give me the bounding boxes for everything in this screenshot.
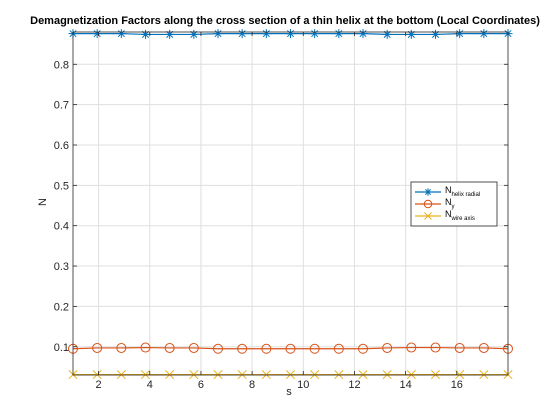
data-point-circle — [382, 342, 393, 353]
x-tick-label: 14 — [400, 379, 412, 391]
chart-title: Demagnetization Factors along the cross … — [30, 15, 540, 27]
x-tick-label: 2 — [96, 379, 102, 391]
data-point-x — [358, 370, 368, 380]
legend-label: Nhelix radial — [445, 185, 480, 198]
data-point-circle — [164, 342, 175, 353]
data-point-circle — [406, 342, 417, 353]
data-point-circle — [430, 342, 441, 353]
legend-label: Nwire axis — [445, 209, 475, 222]
data-point-star — [358, 29, 368, 39]
data-point-x — [261, 370, 271, 380]
y-axis-label: N — [37, 198, 49, 206]
data-point-star — [140, 29, 150, 39]
data-point-star — [92, 29, 102, 39]
legend-label-main: N — [445, 185, 452, 195]
data-point-x — [310, 370, 320, 380]
data-point-star — [431, 29, 441, 39]
data-point-x — [382, 370, 392, 380]
data-point-x — [213, 370, 223, 380]
data-point-circle — [92, 342, 103, 353]
y-tick-label: 0.5 — [54, 180, 69, 192]
data-point-circle — [188, 342, 199, 353]
legend-label-subscript: helix radial — [452, 192, 481, 198]
y-tick-label: 0.4 — [54, 221, 69, 233]
data-point-circle — [213, 343, 224, 354]
y-tick-label: 0.3 — [54, 261, 69, 273]
data-point-circle — [309, 343, 320, 354]
data-point-star — [165, 29, 175, 39]
data-point-circle — [454, 342, 465, 353]
x-tick-label: 8 — [249, 379, 255, 391]
data-point-x — [424, 212, 432, 220]
y-tick-label: 0.8 — [54, 59, 69, 71]
legend-label-main: N — [445, 197, 452, 207]
data-point-x — [189, 370, 199, 380]
data-point-circle — [261, 343, 272, 354]
data-point-x — [334, 370, 344, 380]
x-tick-label: 10 — [297, 379, 309, 391]
data-point-circle — [116, 342, 127, 353]
data-point-circle — [333, 343, 344, 354]
legend-label: Ny — [445, 197, 455, 210]
data-point-star — [310, 29, 320, 39]
data-point-circle — [423, 199, 433, 209]
data-point-star — [286, 29, 295, 39]
data-point-star — [424, 188, 432, 196]
y-tick-label: 0.2 — [54, 301, 69, 313]
data-point-x — [430, 370, 441, 380]
data-point-star — [334, 29, 344, 39]
data-point-circle — [237, 343, 248, 354]
data-point-circle — [140, 342, 151, 353]
data-point-circle — [357, 343, 368, 354]
data-point-x — [479, 370, 489, 380]
x-tick-label: 12 — [348, 379, 360, 391]
y-tick-label: 0.7 — [54, 100, 69, 112]
data-point-star — [213, 29, 223, 39]
data-point-star — [455, 29, 465, 39]
data-point-x — [92, 370, 102, 380]
x-tick-label: 4 — [147, 379, 153, 391]
axes-frame — [72, 31, 509, 376]
data-point-star — [189, 29, 199, 39]
legend-label-subscript: wire axis — [451, 216, 475, 222]
data-point-x — [165, 370, 175, 380]
data-point-x — [237, 370, 247, 380]
series-line — [72, 346, 509, 350]
data-point-circle — [285, 343, 296, 354]
axes: 2 4 6 8 10 12 14 16 0.1 0.2 0.3 0.4 0.5 0.6 0.7 0.8 — [54, 31, 509, 391]
data-point-star — [479, 29, 489, 39]
legend-label-main: N — [445, 209, 452, 219]
data-point-x — [116, 370, 126, 380]
x-tick-label: 6 — [198, 379, 204, 391]
data-point-circle — [478, 342, 489, 353]
y-tick-label: 0.1 — [54, 342, 69, 354]
data-point-star — [116, 29, 126, 39]
x-axis-label: s — [286, 386, 292, 398]
data-point-x — [140, 370, 151, 380]
data-point-star — [406, 29, 416, 39]
data-point-star — [261, 29, 271, 39]
series-y — [68, 342, 513, 354]
data-point-star — [237, 29, 247, 39]
data-point-star — [382, 29, 392, 39]
data-point-x — [285, 370, 296, 380]
legend-label-subscript: y — [452, 204, 455, 210]
data-point-x — [406, 370, 416, 380]
y-tick-label: 0.6 — [54, 140, 69, 152]
x-tick-label: 16 — [451, 379, 463, 391]
